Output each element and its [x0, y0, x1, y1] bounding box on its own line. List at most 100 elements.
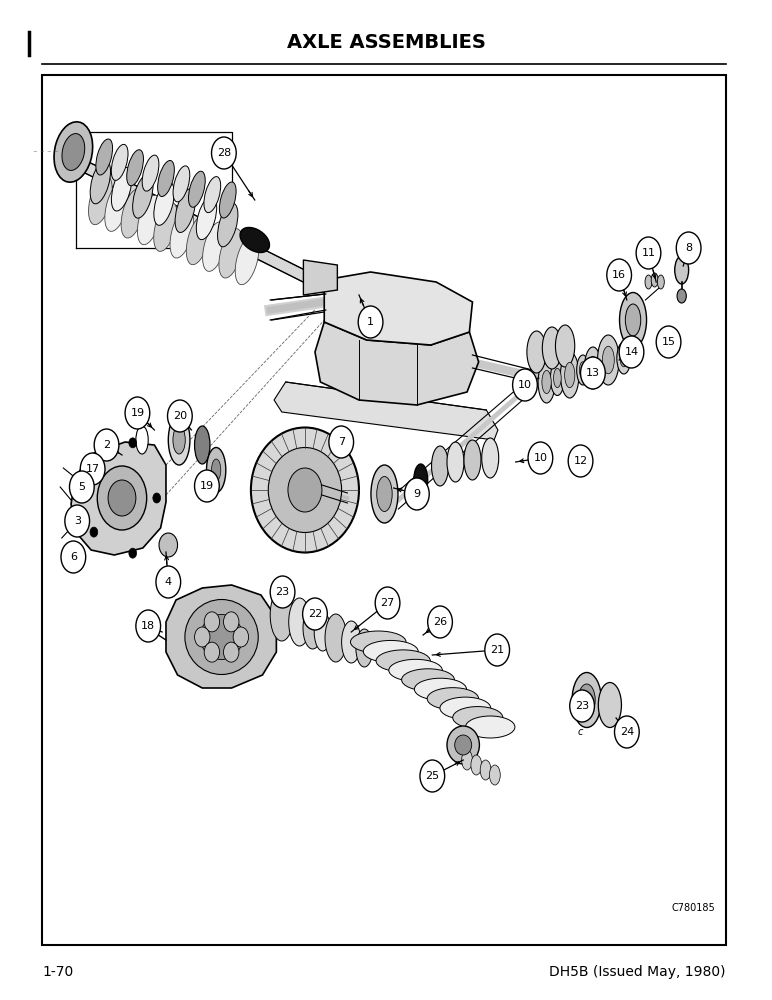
Text: 11: 11	[642, 248, 655, 258]
Ellipse shape	[219, 229, 242, 278]
Ellipse shape	[440, 697, 491, 719]
Ellipse shape	[482, 438, 499, 478]
Text: 5: 5	[78, 482, 86, 492]
Ellipse shape	[202, 222, 226, 271]
Ellipse shape	[578, 684, 595, 716]
Circle shape	[156, 566, 181, 598]
Ellipse shape	[314, 613, 331, 651]
Ellipse shape	[137, 195, 161, 245]
Circle shape	[581, 357, 605, 389]
Text: 24: 24	[620, 727, 634, 737]
Ellipse shape	[462, 750, 472, 770]
Ellipse shape	[489, 765, 500, 785]
Circle shape	[195, 470, 219, 502]
Ellipse shape	[625, 304, 641, 336]
Circle shape	[615, 716, 639, 748]
Circle shape	[656, 326, 681, 358]
Text: 6: 6	[69, 552, 77, 562]
Ellipse shape	[432, 446, 449, 486]
Ellipse shape	[121, 189, 145, 238]
Ellipse shape	[619, 292, 647, 348]
Text: 4: 4	[164, 577, 172, 587]
Text: ~: ~	[46, 149, 51, 154]
Ellipse shape	[342, 621, 361, 663]
Text: 23: 23	[575, 701, 589, 711]
Ellipse shape	[572, 672, 601, 728]
Polygon shape	[315, 322, 479, 405]
Text: ~: ~	[39, 149, 44, 154]
Circle shape	[303, 598, 327, 630]
Circle shape	[90, 527, 98, 537]
Ellipse shape	[480, 760, 491, 780]
Ellipse shape	[186, 215, 210, 265]
Ellipse shape	[527, 331, 546, 373]
Ellipse shape	[598, 682, 621, 728]
Text: 19: 19	[200, 481, 214, 491]
Text: ~: ~	[53, 149, 58, 154]
Ellipse shape	[580, 362, 586, 378]
Ellipse shape	[111, 144, 128, 180]
Ellipse shape	[173, 426, 185, 454]
Text: 19: 19	[130, 408, 144, 418]
Ellipse shape	[303, 607, 323, 649]
Ellipse shape	[170, 209, 194, 258]
Text: 9: 9	[413, 489, 421, 499]
Circle shape	[153, 493, 161, 503]
Ellipse shape	[133, 175, 153, 218]
Circle shape	[636, 237, 661, 269]
Ellipse shape	[173, 166, 190, 202]
Circle shape	[195, 627, 210, 647]
Ellipse shape	[251, 428, 359, 552]
Text: 1: 1	[367, 317, 374, 327]
Circle shape	[108, 480, 136, 516]
Ellipse shape	[554, 368, 561, 388]
Ellipse shape	[414, 464, 428, 496]
Text: 12: 12	[574, 456, 587, 466]
Text: 22: 22	[308, 609, 322, 619]
Circle shape	[676, 232, 701, 264]
Ellipse shape	[556, 325, 574, 367]
Ellipse shape	[157, 160, 174, 197]
Ellipse shape	[96, 139, 113, 175]
Ellipse shape	[127, 150, 144, 186]
Ellipse shape	[401, 669, 455, 691]
Ellipse shape	[195, 426, 210, 464]
Circle shape	[570, 690, 594, 722]
Circle shape	[129, 548, 137, 558]
Ellipse shape	[651, 273, 658, 287]
Circle shape	[428, 606, 452, 638]
Ellipse shape	[376, 650, 430, 672]
Text: 14: 14	[625, 347, 638, 357]
Ellipse shape	[377, 477, 392, 512]
Circle shape	[97, 466, 147, 530]
Circle shape	[204, 612, 220, 632]
Circle shape	[168, 400, 192, 432]
Circle shape	[146, 622, 155, 634]
Circle shape	[619, 336, 644, 368]
Text: 2: 2	[103, 440, 110, 450]
Ellipse shape	[577, 355, 589, 385]
Circle shape	[233, 627, 249, 647]
Ellipse shape	[550, 360, 564, 395]
Text: DH5B (Issued May, 1980): DH5B (Issued May, 1980)	[549, 965, 726, 979]
Circle shape	[607, 259, 631, 291]
Ellipse shape	[471, 755, 482, 775]
Text: 16: 16	[612, 270, 626, 280]
Ellipse shape	[371, 465, 398, 523]
Ellipse shape	[207, 448, 226, 492]
Ellipse shape	[455, 735, 472, 755]
Circle shape	[329, 426, 354, 458]
Text: 28: 28	[217, 148, 231, 158]
Ellipse shape	[560, 352, 579, 398]
Ellipse shape	[620, 349, 628, 367]
Ellipse shape	[201, 614, 242, 660]
Ellipse shape	[270, 589, 293, 641]
Ellipse shape	[464, 440, 481, 480]
Text: 1-70: 1-70	[42, 965, 73, 979]
Ellipse shape	[142, 155, 159, 191]
Circle shape	[136, 610, 161, 642]
Ellipse shape	[602, 346, 615, 374]
Ellipse shape	[447, 442, 464, 482]
Ellipse shape	[584, 347, 601, 389]
Circle shape	[405, 478, 429, 510]
